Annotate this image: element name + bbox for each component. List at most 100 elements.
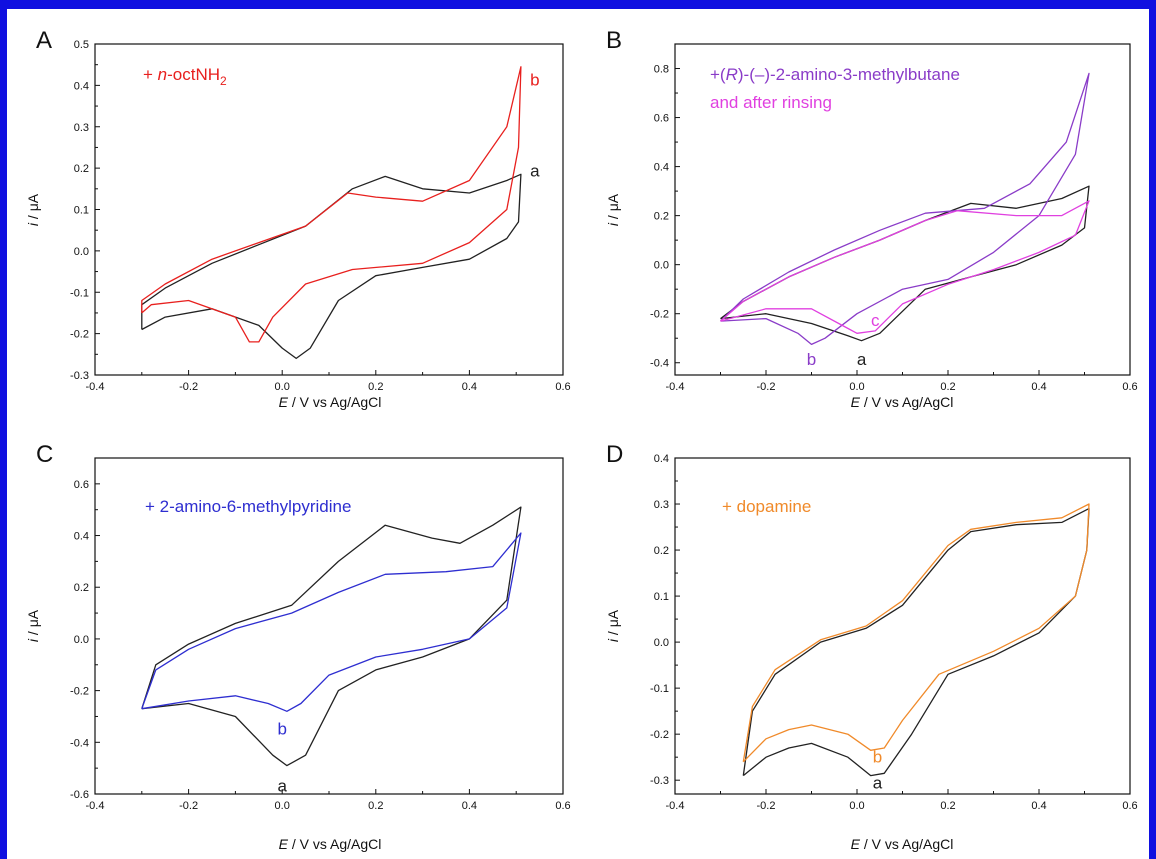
legend-entry: + dopamine bbox=[722, 497, 811, 516]
legend-text-pre: and after rinsing bbox=[710, 93, 832, 112]
y-tick-label: 0.2 bbox=[654, 211, 669, 223]
y-axis-label: i / μA bbox=[605, 609, 621, 642]
panel-a: A -0.4 -0.2 0.0 0.2 0.4 0.6 -0.3 -0.2 -0.1 0.0 0.1… bbox=[25, 27, 571, 410]
x-tick-label: -0.4 bbox=[666, 800, 685, 812]
cv-curve-0 bbox=[141, 173, 522, 360]
cv-curve-2 bbox=[720, 200, 1090, 334]
y-tick-label: -0.3 bbox=[70, 370, 89, 382]
legend-text-italic: R bbox=[726, 65, 738, 84]
x-tick-label: 0.0 bbox=[275, 381, 290, 393]
y-tick-label: 0.4 bbox=[74, 80, 89, 92]
y-axis-symbol: i bbox=[605, 638, 621, 642]
x-axis-unit: / V vs Ag/AgCl bbox=[860, 394, 953, 410]
panel-d: D -0.4 -0.2 0.0 0.2 0.4 0.6 -0.3 -0.2 -0.1 0.0 0.1… bbox=[605, 441, 1138, 852]
y-tick-label: 0.4 bbox=[654, 162, 669, 174]
y-axis-symbol: i bbox=[605, 222, 621, 226]
curve-label-b: b bbox=[530, 70, 539, 89]
cv-curve-1 bbox=[742, 503, 1090, 763]
legend-text-post: )-(–)-2-amino-3-methylbutane bbox=[738, 65, 960, 84]
x-axis-symbol: E bbox=[851, 394, 861, 410]
x-tick-label: -0.4 bbox=[86, 800, 105, 812]
cv-curve-0 bbox=[720, 185, 1090, 342]
y-tick-label: 0.8 bbox=[654, 64, 669, 76]
panel-b: B -0.4 -0.2 0.0 0.2 0.4 0.6 -0.4 -0.2 0.0 0.2 0.4 0… bbox=[605, 27, 1138, 410]
y-tick-label: 0.2 bbox=[74, 163, 89, 175]
cv-curve-1 bbox=[720, 72, 1090, 346]
y-axis-label: i / μA bbox=[605, 193, 621, 226]
y-tick-label: 0.0 bbox=[654, 637, 669, 649]
legend-entry: + n-octNH2 bbox=[143, 65, 227, 88]
y-tick-label: 0.3 bbox=[74, 122, 89, 134]
legend-entry: and after rinsing bbox=[710, 93, 832, 112]
legend-text-post: -octNH bbox=[167, 65, 220, 84]
legend-text-pre: + 2-amino-6-methylpyridine bbox=[145, 497, 351, 516]
plot-area-frame bbox=[94, 43, 564, 376]
x-tick-label: 0.6 bbox=[555, 800, 570, 812]
x-tick-label: -0.2 bbox=[179, 381, 198, 393]
y-tick-label: -0.3 bbox=[650, 775, 669, 787]
x-tick-label: 0.6 bbox=[1122, 800, 1137, 812]
x-tick-label: 0.4 bbox=[1031, 381, 1046, 393]
x-axis-unit: / V vs Ag/AgCl bbox=[288, 394, 381, 410]
cv-curve-0 bbox=[742, 507, 1090, 777]
cv-curve-1 bbox=[141, 66, 522, 343]
y-tick-label: 0.2 bbox=[74, 582, 89, 594]
x-axis-unit: / V vs Ag/AgCl bbox=[860, 836, 953, 852]
curve-label-a: a bbox=[857, 350, 867, 369]
x-tick-label: 0.0 bbox=[849, 800, 864, 812]
curve-label-b: b bbox=[873, 748, 882, 767]
y-axis-unit: / μA bbox=[605, 193, 621, 223]
cv-curve-0 bbox=[141, 506, 522, 767]
legend-text-italic: n bbox=[158, 65, 167, 84]
y-tick-label: 0.1 bbox=[654, 591, 669, 603]
y-tick-label: -0.4 bbox=[650, 358, 669, 370]
x-tick-label: 0.2 bbox=[368, 800, 383, 812]
x-tick-label: 0.2 bbox=[368, 381, 383, 393]
y-tick-label: 0.4 bbox=[74, 531, 89, 543]
curve-label-b: b bbox=[277, 720, 286, 739]
y-tick-label: 0.6 bbox=[74, 479, 89, 491]
x-tick-label: 0.4 bbox=[1031, 800, 1046, 812]
x-axis-unit: / V vs Ag/AgCl bbox=[288, 836, 381, 852]
legend-text-pre: + dopamine bbox=[722, 497, 811, 516]
y-tick-label: -0.2 bbox=[70, 329, 89, 341]
y-tick-label: 0.3 bbox=[654, 499, 669, 511]
y-tick-label: -0.6 bbox=[70, 789, 89, 801]
x-tick-label: -0.4 bbox=[666, 381, 685, 393]
y-axis-label: i / μA bbox=[25, 193, 41, 226]
x-axis-label: E / V vs Ag/AgCl bbox=[279, 394, 382, 410]
y-tick-label: -0.4 bbox=[70, 737, 89, 749]
x-tick-label: 0.2 bbox=[940, 381, 955, 393]
x-axis-label: E / V vs Ag/AgCl bbox=[279, 836, 382, 852]
y-axis-symbol: i bbox=[25, 222, 41, 226]
x-tick-label: 0.4 bbox=[462, 381, 477, 393]
cv-curve-1 bbox=[141, 532, 522, 712]
x-tick-label: 0.2 bbox=[940, 800, 955, 812]
y-tick-label: -0.1 bbox=[70, 287, 89, 299]
x-axis-symbol: E bbox=[279, 394, 289, 410]
x-tick-label: 0.6 bbox=[555, 381, 570, 393]
legend-text-subscript: 2 bbox=[220, 74, 227, 88]
x-tick-label: 0.0 bbox=[849, 381, 864, 393]
legend-text-pre: +( bbox=[710, 65, 726, 84]
y-tick-label: -0.2 bbox=[650, 309, 669, 321]
x-tick-label: -0.4 bbox=[86, 381, 105, 393]
curve-label-a: a bbox=[873, 773, 883, 792]
y-axis-label: i / μA bbox=[25, 609, 41, 642]
panel-c: C -0.4 -0.2 0.0 0.2 0.4 0.6-0.6-0.4-0.20.00.2… bbox=[25, 441, 571, 852]
y-tick-label: 0.4 bbox=[654, 453, 669, 465]
y-tick-label: -0.2 bbox=[650, 729, 669, 741]
x-tick-label: 0.4 bbox=[462, 800, 477, 812]
x-tick-label: -0.2 bbox=[179, 800, 198, 812]
y-axis-unit: / μA bbox=[25, 609, 41, 639]
x-tick-label: 0.0 bbox=[275, 800, 290, 812]
x-axis-symbol: E bbox=[851, 836, 861, 852]
panel-letter-d: D bbox=[606, 441, 623, 468]
y-tick-label: 0.2 bbox=[654, 545, 669, 557]
y-tick-label: 0.0 bbox=[74, 634, 89, 646]
x-tick-label: 0.6 bbox=[1122, 381, 1137, 393]
x-tick-label: -0.2 bbox=[757, 800, 776, 812]
panel-letter-c: C bbox=[36, 441, 53, 468]
legend-entry: +(R)-(–)-2-amino-3-methylbutane bbox=[710, 65, 960, 84]
